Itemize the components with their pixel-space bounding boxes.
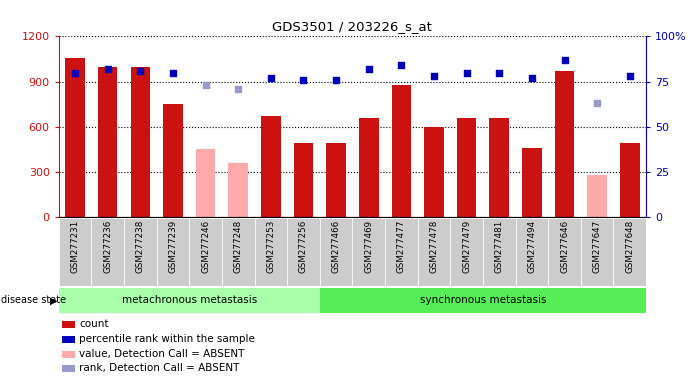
Point xyxy=(200,82,211,88)
Point xyxy=(493,70,504,76)
Text: GSM277248: GSM277248 xyxy=(234,220,243,273)
Bar xyxy=(417,218,451,286)
Bar xyxy=(457,118,476,217)
Bar xyxy=(483,218,515,286)
Text: GSM277239: GSM277239 xyxy=(169,220,178,273)
Point xyxy=(461,70,472,76)
Bar xyxy=(261,116,281,217)
Text: ▶: ▶ xyxy=(50,295,57,306)
Bar xyxy=(614,218,646,286)
Point xyxy=(396,62,407,68)
Text: rank, Detection Call = ABSENT: rank, Detection Call = ABSENT xyxy=(79,363,240,373)
Text: GSM277256: GSM277256 xyxy=(299,220,308,273)
Point xyxy=(233,86,244,92)
Bar xyxy=(326,143,346,217)
Bar xyxy=(163,104,182,217)
Title: GDS3501 / 203226_s_at: GDS3501 / 203226_s_at xyxy=(272,20,433,33)
Text: metachronous metastasis: metachronous metastasis xyxy=(122,295,257,306)
Text: count: count xyxy=(79,319,109,329)
Bar xyxy=(320,218,352,286)
Bar xyxy=(489,118,509,217)
Text: GSM277466: GSM277466 xyxy=(332,220,341,273)
Bar xyxy=(98,66,117,217)
Bar xyxy=(229,163,248,217)
Bar xyxy=(581,218,614,286)
Bar xyxy=(196,149,216,217)
Point xyxy=(363,66,375,72)
Point xyxy=(591,100,603,106)
Bar xyxy=(392,84,411,217)
Bar xyxy=(515,218,548,286)
Text: GSM277648: GSM277648 xyxy=(625,220,634,273)
Bar xyxy=(548,218,581,286)
Text: value, Detection Call = ABSENT: value, Detection Call = ABSENT xyxy=(79,349,245,359)
Bar xyxy=(91,218,124,286)
Bar xyxy=(424,127,444,217)
Text: GSM277479: GSM277479 xyxy=(462,220,471,273)
Text: GSM277647: GSM277647 xyxy=(593,220,602,273)
Bar xyxy=(352,218,385,286)
Bar xyxy=(287,218,320,286)
Point xyxy=(428,73,439,79)
Bar xyxy=(124,218,157,286)
Bar xyxy=(587,175,607,217)
Text: GSM277646: GSM277646 xyxy=(560,220,569,273)
Text: GSM277253: GSM277253 xyxy=(266,220,275,273)
Text: GSM277236: GSM277236 xyxy=(103,220,112,273)
Text: GSM277238: GSM277238 xyxy=(136,220,145,273)
Bar xyxy=(189,218,222,286)
Point xyxy=(527,75,538,81)
Bar xyxy=(254,218,287,286)
Text: GSM277494: GSM277494 xyxy=(527,220,536,273)
Text: disease state: disease state xyxy=(1,295,66,306)
Bar xyxy=(157,218,189,286)
Point xyxy=(70,70,81,76)
Text: GSM277246: GSM277246 xyxy=(201,220,210,273)
Bar xyxy=(522,148,542,217)
Point xyxy=(102,66,113,72)
Text: synchronous metastasis: synchronous metastasis xyxy=(419,295,546,306)
Text: GSM277469: GSM277469 xyxy=(364,220,373,273)
Bar xyxy=(320,288,646,313)
Bar xyxy=(294,143,313,217)
Point xyxy=(559,57,570,63)
Bar xyxy=(385,218,417,286)
Point xyxy=(330,77,341,83)
Bar xyxy=(555,71,574,217)
Point xyxy=(298,77,309,83)
Text: GSM277481: GSM277481 xyxy=(495,220,504,273)
Text: GSM277231: GSM277231 xyxy=(70,220,79,273)
Point xyxy=(167,70,178,76)
Text: GSM277478: GSM277478 xyxy=(430,220,439,273)
Bar xyxy=(451,218,483,286)
Point xyxy=(265,75,276,81)
Point xyxy=(135,68,146,74)
Bar xyxy=(359,118,379,217)
Bar xyxy=(222,218,254,286)
Bar xyxy=(59,288,320,313)
Bar xyxy=(59,218,91,286)
Point xyxy=(624,73,635,79)
Bar xyxy=(131,66,150,217)
Bar xyxy=(620,143,640,217)
Bar xyxy=(65,58,85,217)
Text: percentile rank within the sample: percentile rank within the sample xyxy=(79,334,256,344)
Text: GSM277477: GSM277477 xyxy=(397,220,406,273)
